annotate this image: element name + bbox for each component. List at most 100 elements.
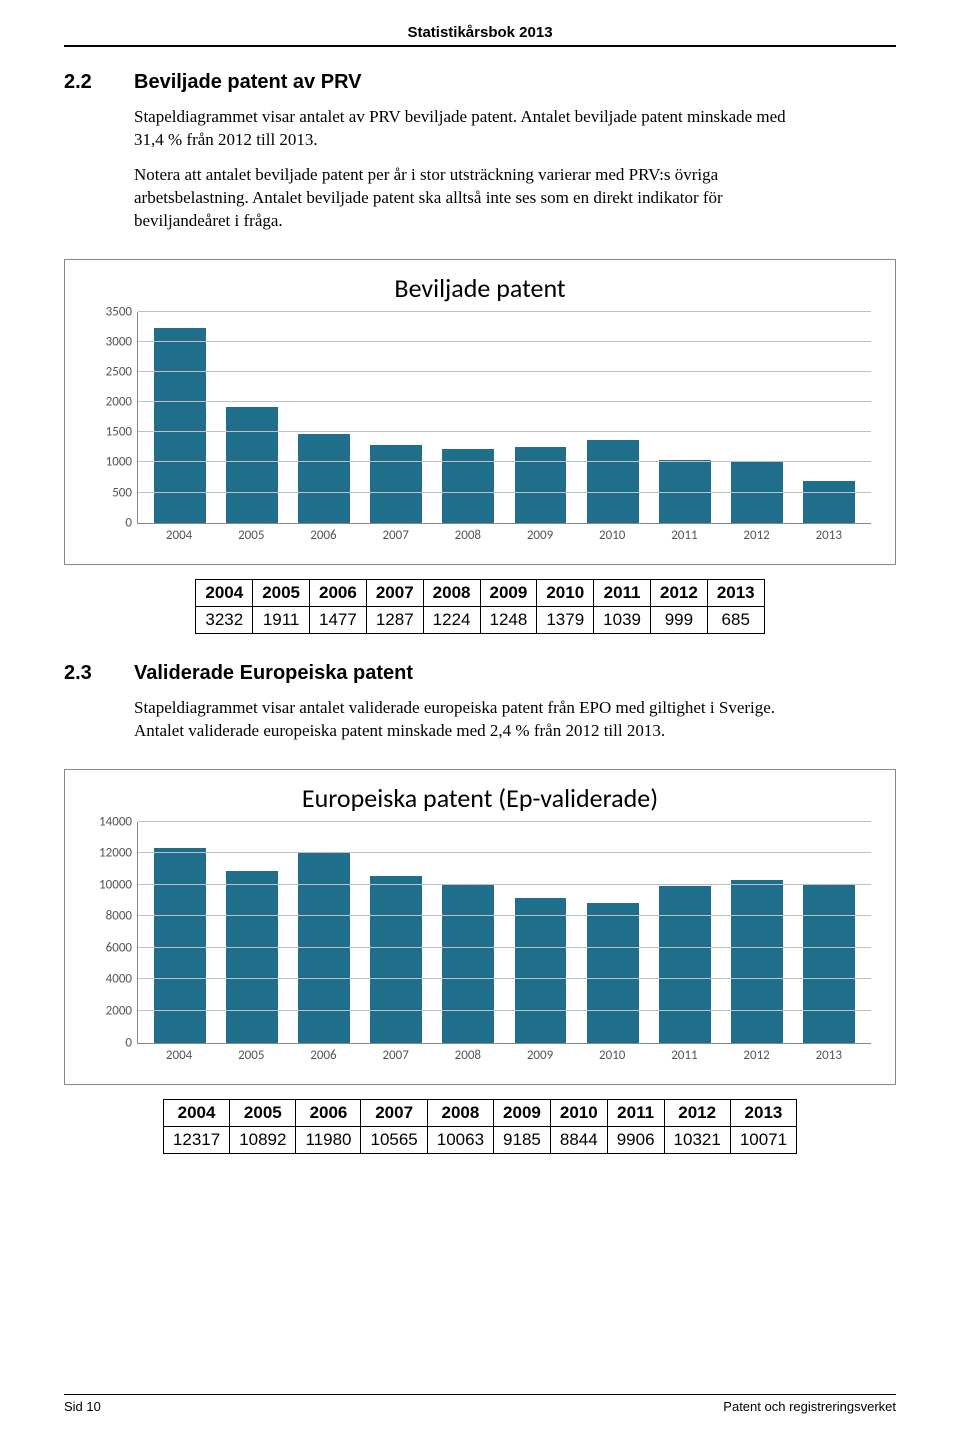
x-axis-label: 2012 (731, 524, 783, 552)
bar (442, 449, 494, 523)
table-header-cell: 2011 (607, 1099, 664, 1126)
gridline (138, 852, 871, 853)
section-number: 2.3 (64, 662, 134, 685)
bar (515, 447, 567, 522)
table-header-cell: 2005 (230, 1099, 296, 1126)
bar (370, 876, 422, 1043)
x-axis-label: 2007 (370, 1044, 422, 1072)
table-cell: 1379 (537, 606, 594, 633)
gridline (138, 915, 871, 916)
chart-title: Europeiska patent (Ep-validerade) (81, 782, 879, 814)
section-title: Beviljade patent av PRV (134, 71, 362, 94)
table-header-cell: 2012 (664, 1099, 730, 1126)
gridline (138, 884, 871, 885)
bar (803, 884, 855, 1043)
table-cell: 10063 (427, 1126, 493, 1153)
y-axis-label: 12000 (99, 846, 138, 861)
table-cell: 10071 (730, 1126, 796, 1153)
x-axis-label: 2005 (225, 524, 277, 552)
table-cell: 9906 (607, 1126, 664, 1153)
section-heading: 2.2 Beviljade patent av PRV (64, 71, 896, 94)
bar (659, 886, 711, 1042)
bar (731, 462, 783, 522)
x-axis-label: 2009 (514, 524, 566, 552)
table-cell: 12317 (163, 1126, 229, 1153)
y-axis-label: 1000 (106, 455, 138, 470)
header-rule (64, 45, 896, 47)
y-axis-label: 4000 (106, 972, 138, 987)
table-cell: 9185 (494, 1126, 551, 1153)
bar (298, 853, 350, 1042)
table-cell: 10321 (664, 1126, 730, 1153)
page-number: Sid 10 (64, 1399, 101, 1414)
gridline (138, 492, 871, 493)
section-2-2: 2.2 Beviljade patent av PRV Stapeldiagra… (64, 71, 896, 233)
table-header-cell: 2010 (550, 1099, 607, 1126)
table-header-cell: 2005 (253, 579, 310, 606)
y-axis-label: 14000 (99, 814, 138, 829)
table-header-cell: 2009 (494, 1099, 551, 1126)
bar (731, 880, 783, 1043)
x-axis-label: 2007 (370, 524, 422, 552)
table-europeiska-patent: 2004200520062007200820092010201120122013… (64, 1099, 896, 1154)
table-header-cell: 2008 (423, 579, 480, 606)
table-header-cell: 2004 (163, 1099, 229, 1126)
table-cell: 999 (650, 606, 707, 633)
y-axis-label: 3500 (106, 304, 138, 319)
gridline (138, 821, 871, 822)
table-cell: 8844 (550, 1126, 607, 1153)
footer-rule (64, 1394, 896, 1395)
gridline (138, 341, 871, 342)
table-cell: 1039 (594, 606, 651, 633)
y-axis-label: 1500 (106, 425, 138, 440)
gridline (138, 1010, 871, 1011)
bar (587, 903, 639, 1043)
table-cell: 1248 (480, 606, 537, 633)
table-header-cell: 2007 (361, 1099, 427, 1126)
table-cell: 3232 (196, 606, 253, 633)
table-cell: 1287 (366, 606, 423, 633)
gridline (138, 431, 871, 432)
gridline (138, 311, 871, 312)
bar (226, 871, 278, 1043)
table-header-cell: 2011 (594, 579, 651, 606)
table-header-cell: 2008 (427, 1099, 493, 1126)
paragraph: Notera att antalet beviljade patent per … (134, 164, 814, 233)
x-axis-label: 2013 (803, 1044, 855, 1072)
y-axis-label: 2000 (106, 1004, 138, 1019)
bar (442, 884, 494, 1043)
bar (803, 481, 855, 522)
x-axis-label: 2004 (153, 1044, 205, 1072)
footer-org: Patent och registreringsverket (723, 1399, 896, 1414)
x-axis-label: 2011 (658, 524, 710, 552)
x-axis-label: 2006 (297, 1044, 349, 1072)
gridline (138, 978, 871, 979)
y-axis-label: 6000 (106, 940, 138, 955)
x-axis-label: 2011 (658, 1044, 710, 1072)
table-header-cell: 2006 (310, 579, 367, 606)
bar (154, 848, 206, 1042)
chart-beviljade-patent: Beviljade patent 05001000150020002500300… (64, 259, 896, 565)
chart-title: Beviljade patent (81, 272, 879, 304)
table-header-cell: 2013 (730, 1099, 796, 1126)
table-cell: 685 (707, 606, 764, 633)
section-title: Validerade Europeiska patent (134, 662, 413, 685)
bar (226, 407, 278, 522)
y-axis-label: 2500 (106, 364, 138, 379)
y-axis-label: 3000 (106, 334, 138, 349)
table-header-cell: 2004 (196, 579, 253, 606)
gridline (138, 371, 871, 372)
page-footer: Sid 10 Patent och registreringsverket (64, 1394, 896, 1414)
table-header-cell: 2012 (650, 579, 707, 606)
x-axis-label: 2008 (442, 1044, 494, 1072)
bar (515, 898, 567, 1043)
section-heading: 2.3 Validerade Europeiska patent (64, 662, 896, 685)
doc-header-title: Statistikårsbok 2013 (64, 24, 896, 45)
table-cell: 1224 (423, 606, 480, 633)
x-axis-label: 2010 (586, 1044, 638, 1072)
x-axis-label: 2006 (297, 524, 349, 552)
section-2-3: 2.3 Validerade Europeiska patent Stapeld… (64, 662, 896, 743)
table-header-cell: 2010 (537, 579, 594, 606)
table-cell: 1477 (310, 606, 367, 633)
paragraph: Stapeldiagrammet visar antalet validerad… (134, 697, 814, 743)
